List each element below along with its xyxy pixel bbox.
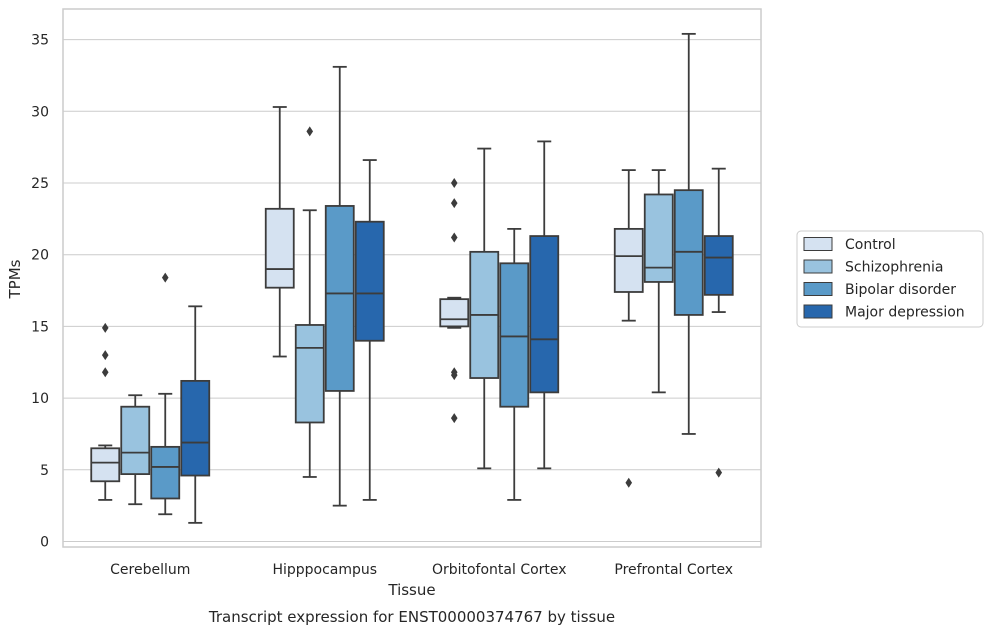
box-group-prefrontal-cortex — [613, 32, 734, 488]
outlier-point — [450, 232, 458, 243]
box — [324, 205, 355, 392]
box-groups — [90, 32, 734, 524]
outlier-point — [101, 322, 109, 333]
outlier-point — [101, 367, 109, 378]
outlier-point — [306, 126, 314, 137]
outlier-point — [450, 198, 458, 209]
box — [90, 447, 121, 483]
box-group-orbitofontal-cortex — [439, 140, 560, 501]
legend-label: Schizophrenia — [845, 260, 943, 276]
y-tick-label: 15 — [31, 319, 49, 335]
box — [439, 298, 470, 328]
outlier-point — [450, 178, 458, 188]
box — [354, 220, 385, 342]
box — [120, 405, 151, 476]
outlier-point — [101, 350, 109, 361]
box — [613, 227, 644, 293]
outlier-point — [450, 367, 458, 378]
legend-swatch — [803, 259, 833, 274]
y-tick-label: 35 — [31, 33, 49, 49]
x-tick-label: Prefrontal Cortex — [614, 562, 733, 578]
box — [703, 235, 734, 296]
box — [499, 262, 530, 408]
box-group-cerebellum — [90, 272, 211, 524]
x-tick-label: Hipppocampus — [272, 562, 377, 578]
x-tick-labels: Cerebellum Hipppocampus Orbitofontal Corte… — [110, 562, 733, 578]
box — [150, 445, 181, 500]
x-axis-label: Tissue — [387, 581, 435, 599]
box — [180, 379, 211, 477]
chart-caption: Transcript expression for ENST0000037476… — [208, 608, 615, 626]
box — [529, 235, 560, 394]
box — [643, 193, 674, 283]
legend-frame — [796, 230, 984, 328]
outlier-point — [625, 477, 633, 488]
y-tick-label: 10 — [31, 391, 49, 407]
y-tick-labels: 0 5 10 15 20 25 30 35 — [31, 33, 49, 551]
legend-label: Major depression — [845, 305, 965, 321]
outlier-point — [450, 413, 458, 424]
y-tick-label: 30 — [31, 104, 49, 120]
x-tick-label: Cerebellum — [110, 562, 190, 578]
y-axis-label: TPMs — [6, 259, 24, 299]
legend-swatch — [803, 282, 833, 296]
y-tick-label: 5 — [40, 463, 49, 479]
outlier-point — [161, 272, 169, 283]
box — [264, 207, 295, 289]
box-group-hipppocampus — [264, 65, 385, 507]
legend-label: Control — [845, 237, 896, 253]
x-tick-label: Orbitofontal Cortex — [432, 562, 567, 578]
outlier-point — [715, 467, 723, 478]
y-tick-label: 20 — [31, 248, 49, 264]
box — [294, 324, 325, 424]
legend-label: Bipolar disorder — [845, 282, 956, 298]
y-tick-label: 0 — [40, 535, 49, 551]
legend-swatch — [803, 237, 833, 251]
y-tick-label: 25 — [31, 176, 49, 192]
legend-swatch — [803, 304, 833, 319]
legend: Control Schizophrenia Bipolar disorder Majo… — [796, 230, 984, 328]
